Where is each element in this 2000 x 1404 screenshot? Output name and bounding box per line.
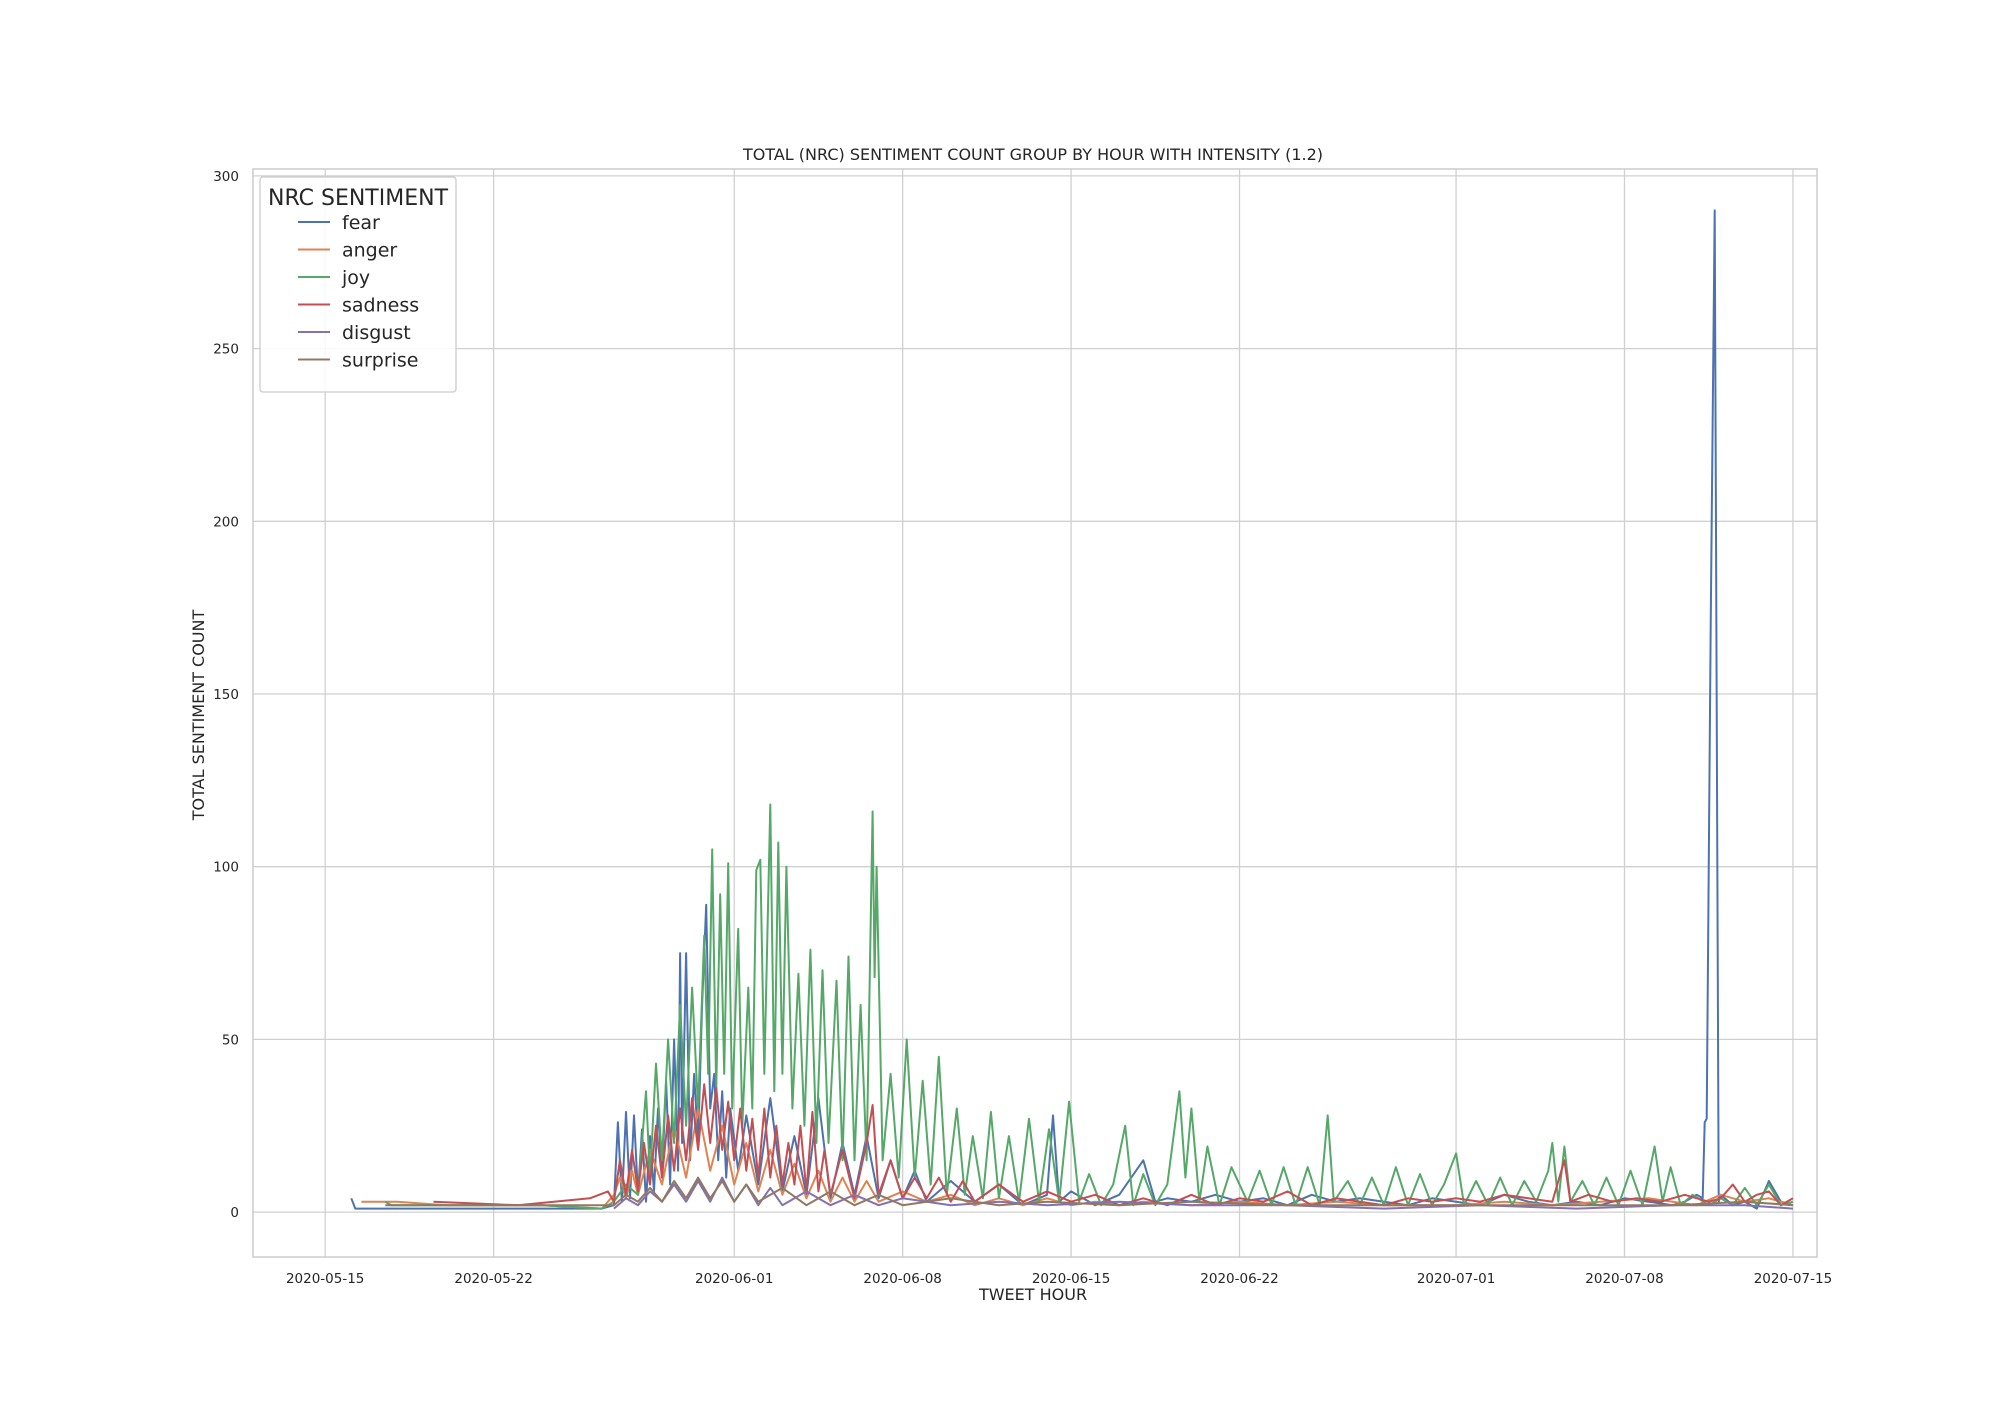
y-tick-label-3: 150 (213, 687, 239, 703)
x-tick-label-2: 2020-06-01 (695, 1271, 773, 1287)
legend-label-sadness: sadness (342, 295, 419, 317)
y-tick-label-1: 50 (222, 1032, 239, 1048)
x-tick-label-5: 2020-06-22 (1200, 1271, 1278, 1287)
series-lines (350, 209, 1794, 1210)
grid-lines (253, 169, 1817, 1257)
x-tick-label-0: 2020-05-15 (286, 1271, 364, 1287)
y-tick-label-4: 200 (213, 514, 239, 530)
legend-item-surprise: surprise (298, 350, 419, 372)
legend-item-fear: fear (298, 212, 380, 234)
series-line-fear (350, 209, 1794, 1210)
legend-item-anger: anger (298, 240, 397, 262)
legend-label-fear: fear (342, 212, 380, 234)
x-tick-label-7: 2020-07-08 (1585, 1271, 1663, 1287)
y-tick-label-6: 300 (213, 169, 239, 185)
legend-box (259, 176, 457, 393)
plot-frame (252, 168, 1818, 1258)
y-tick-label-0: 0 (230, 1205, 239, 1221)
legend-item-disgust: disgust (298, 322, 411, 344)
y-tick-labels: 0 50 100 150 200 250 300 (213, 169, 239, 1221)
x-tick-label-8: 2020-07-15 (1754, 1271, 1832, 1287)
legend-label-anger: anger (342, 240, 397, 262)
legend-title: NRC SENTIMENT (268, 186, 449, 211)
legend-label-joy: joy (341, 267, 370, 289)
legend-item-joy: joy (298, 267, 370, 289)
x-tick-label-1: 2020-05-22 (454, 1271, 532, 1287)
legend: NRC SENTIMENT fear anger joy sadness disgust… (259, 176, 457, 393)
legend-item-sadness: sadness (298, 295, 419, 317)
series-line-surprise (385, 1176, 1793, 1207)
y-axis-label: TOTAL SENTIMENT COUNT (189, 610, 208, 822)
y-tick-label-2: 100 (213, 860, 239, 876)
legend-label-disgust: disgust (342, 322, 411, 344)
legend-label-surprise: surprise (342, 350, 419, 372)
series-line-anger (361, 1107, 1794, 1210)
x-tick-labels: 2020-05-15 2020-05-22 2020-06-01 2020-06-08… (286, 1271, 1832, 1287)
series-line-joy (384, 803, 1794, 1210)
series-line-sadness (433, 1083, 1794, 1207)
x-tick-label-3: 2020-06-08 (863, 1271, 941, 1287)
chart-title: TOTAL (NRC) SENTIMENT COUNT GROUP BY HOU… (742, 145, 1323, 164)
x-tick-label-4: 2020-06-15 (1032, 1271, 1110, 1287)
x-tick-label-6: 2020-07-01 (1417, 1271, 1495, 1287)
x-axis-label: TWEET HOUR (978, 1285, 1087, 1304)
legend-items: fear anger joy sadness disgust surprise (298, 212, 419, 372)
y-tick-label-5: 250 (213, 342, 239, 358)
